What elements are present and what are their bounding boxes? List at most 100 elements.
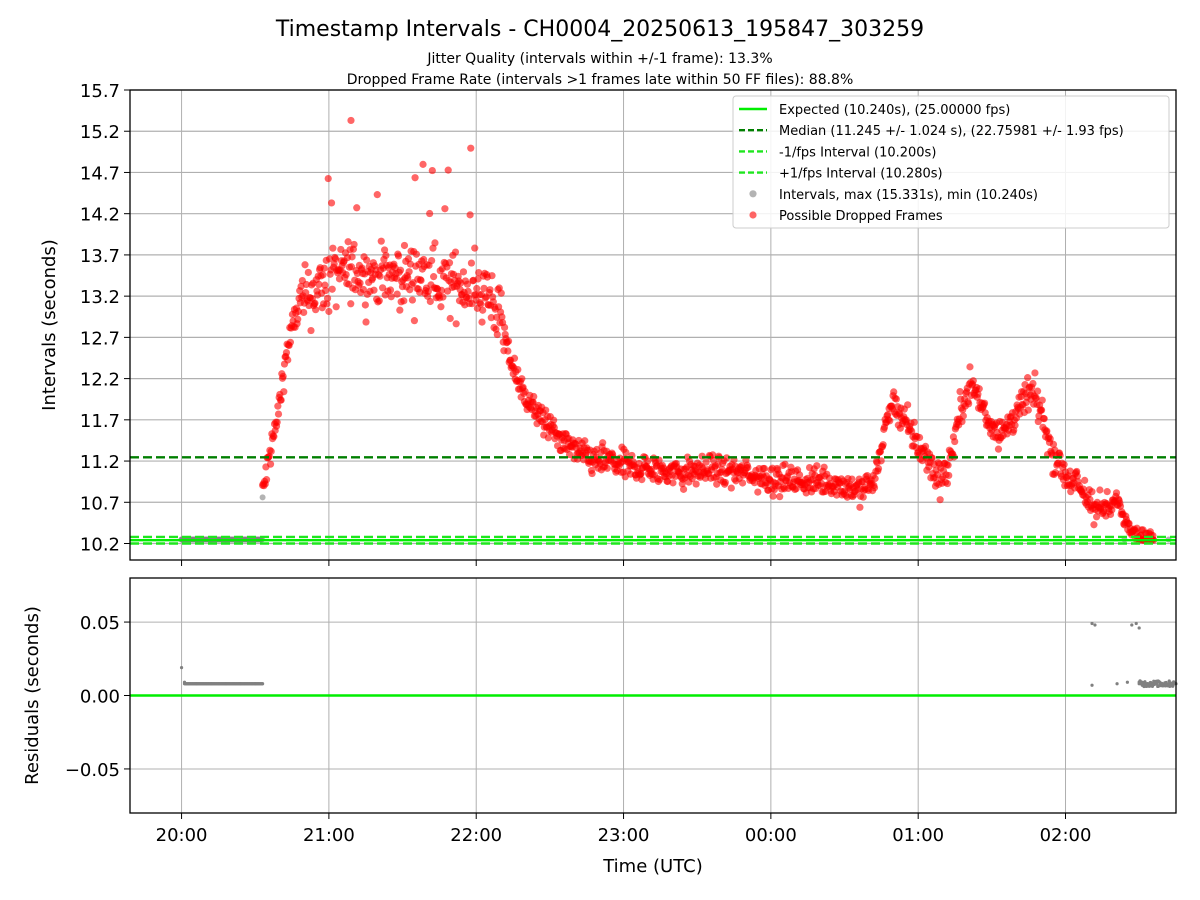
residual-point <box>179 665 184 670</box>
dropped-frame-point <box>702 458 710 466</box>
dropped-frame-point <box>300 308 308 317</box>
dropped-frame-point <box>945 471 953 480</box>
dropped-frame-point <box>879 441 887 449</box>
top-ytick-label: 12.7 <box>80 328 120 349</box>
dropped-frame-point <box>1024 406 1032 414</box>
dropped-frame-point <box>350 240 358 249</box>
dropped-frame-point <box>928 454 936 462</box>
dropped-frame-point <box>795 471 804 479</box>
dropped-frame-point <box>445 259 454 267</box>
dropped-frame-point <box>280 388 288 396</box>
chart-subtitle-dropped: Dropped Frame Rate (intervals >1 frames … <box>347 72 854 88</box>
dropped-frame-point <box>311 299 319 307</box>
dropped-frame-point <box>1024 374 1032 382</box>
dropped-frame-point <box>431 239 439 247</box>
dropped-frame-point <box>637 469 645 478</box>
top-y-axis-label: Intervals (seconds) <box>39 239 60 411</box>
top-ytick-label: 12.2 <box>80 370 120 391</box>
dropped-frame-point <box>382 251 390 260</box>
top-ytick-label: 11.7 <box>80 411 120 432</box>
dropped-frame-point <box>347 300 355 308</box>
residual-point <box>1143 680 1147 684</box>
dropped-frame-point <box>856 503 864 511</box>
dropped-frame-point <box>430 273 438 281</box>
dropped-frame-point <box>721 478 729 487</box>
dropped-frame-point <box>1038 396 1046 404</box>
dropped-frame-point <box>332 303 340 311</box>
dropped-frame-point <box>956 387 964 396</box>
dropped-frame-point <box>1033 387 1042 395</box>
residual-point <box>1137 626 1141 630</box>
dropped-frame-point <box>321 286 330 295</box>
dropped-frame-point <box>870 484 879 492</box>
dropped-frame-point <box>644 457 652 465</box>
dropped-frame-point <box>353 204 361 212</box>
dropped-frame-point <box>1088 488 1096 496</box>
residual-point <box>1125 680 1129 684</box>
dropped-frame-point <box>493 313 501 321</box>
dropped-frame-point <box>323 294 332 302</box>
legend-expected-label: Expected (10.240s), (25.00000 fps) <box>779 103 1010 118</box>
dropped-frame-point <box>1116 502 1125 510</box>
dropped-frame-point <box>581 437 589 445</box>
dropped-frame-point <box>266 460 275 468</box>
interval-point <box>259 494 266 501</box>
dropped-frame-point <box>781 460 789 468</box>
legend-box <box>732 95 1170 229</box>
dropped-frame-point <box>915 433 924 442</box>
dropped-frame-point <box>302 289 310 297</box>
residual-point <box>1115 682 1119 686</box>
top-ytick-label: 14.7 <box>80 163 120 184</box>
dropped-frame-point <box>1043 427 1051 435</box>
dropped-frame-point <box>376 272 384 280</box>
dropped-frame-point <box>405 268 413 276</box>
dropped-frame-point <box>769 492 777 500</box>
dropped-frame-point <box>1049 440 1058 449</box>
dropped-frame-point <box>692 480 700 488</box>
residual-point <box>209 682 213 686</box>
residual-point <box>194 682 198 686</box>
dropped-frame-point <box>325 307 333 316</box>
residual-point <box>1137 682 1141 686</box>
dropped-frame-point <box>331 255 340 263</box>
dropped-frame-point <box>1031 369 1039 377</box>
bottom-x-axis-label: Time (UTC) <box>602 856 703 877</box>
dropped-frame-point <box>273 418 281 426</box>
dropped-frame-point <box>1029 379 1037 388</box>
dropped-frame-point <box>474 275 482 283</box>
bottom-ytick-label: 0.05 <box>80 613 120 634</box>
dropped-frame-point <box>392 274 401 283</box>
dropped-frame-point <box>514 365 522 374</box>
dropped-frame-point <box>439 293 447 301</box>
dropped-frame-point <box>301 261 309 269</box>
dropped-frame-point <box>1086 495 1094 504</box>
dropped-frame-point <box>410 317 419 325</box>
dropped-frame-point <box>969 377 977 385</box>
dropped-frame-point <box>362 318 370 326</box>
dropped-frame-point <box>375 297 383 305</box>
dropped-frame-point <box>420 255 428 264</box>
dropped-frame-point <box>451 248 460 256</box>
dropped-frame-point <box>760 464 769 473</box>
dropped-frame-point <box>400 241 409 250</box>
dropped-frame-point <box>464 287 472 295</box>
dropped-frame-point <box>820 463 828 471</box>
dropped-frame-point <box>444 166 452 174</box>
dropped-frame-point <box>622 448 630 457</box>
dropped-frame-point <box>498 313 506 321</box>
dropped-frame-point <box>974 390 982 398</box>
dropped-frame-point <box>1034 417 1042 426</box>
top-marks <box>130 116 1176 545</box>
dropped-frame-point <box>1046 435 1054 443</box>
dropped-frame-point <box>975 385 983 393</box>
dropped-frame-point <box>944 461 952 469</box>
residual-point <box>224 682 228 686</box>
dropped-frame-point <box>378 284 387 292</box>
dropped-frame-max-point <box>347 116 355 125</box>
dropped-frame-point <box>936 496 944 504</box>
dropped-frame-point <box>323 300 331 308</box>
dropped-frame-point <box>1060 460 1068 469</box>
residual-point <box>1130 623 1134 627</box>
axes: 10.2 10.7 11.2 11.7 12.2 12.7 13.2 13.7 14.2 14.7… <box>22 81 1177 877</box>
dropped-frame-point <box>530 392 538 401</box>
